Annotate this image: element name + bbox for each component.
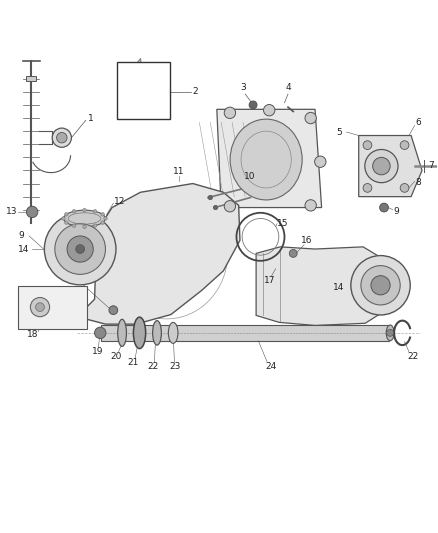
Circle shape (65, 213, 68, 216)
Text: 15: 15 (277, 219, 288, 228)
Circle shape (365, 149, 398, 183)
Text: 18: 18 (27, 330, 39, 338)
Polygon shape (359, 135, 422, 197)
Circle shape (109, 306, 118, 314)
Circle shape (363, 183, 372, 192)
Circle shape (95, 327, 106, 338)
Text: 21: 21 (127, 358, 138, 367)
Ellipse shape (152, 321, 161, 345)
Ellipse shape (386, 325, 394, 341)
Circle shape (361, 265, 400, 305)
Text: 22: 22 (408, 351, 419, 360)
Polygon shape (77, 183, 240, 324)
Text: 5: 5 (336, 127, 342, 136)
Circle shape (57, 133, 67, 143)
Text: 9: 9 (18, 231, 24, 240)
Circle shape (351, 256, 410, 315)
Circle shape (93, 224, 97, 228)
Text: 7: 7 (428, 161, 434, 169)
Text: 11: 11 (173, 167, 184, 176)
Circle shape (26, 206, 38, 217)
Circle shape (224, 200, 236, 212)
Circle shape (72, 209, 76, 213)
Text: 24: 24 (266, 361, 277, 370)
Text: 17: 17 (264, 276, 275, 285)
Circle shape (380, 203, 389, 212)
Text: 20: 20 (111, 351, 122, 360)
Text: 14: 14 (333, 283, 345, 292)
Circle shape (373, 157, 390, 175)
Circle shape (371, 276, 390, 295)
Text: 16: 16 (300, 236, 312, 245)
Circle shape (264, 104, 275, 116)
Circle shape (305, 112, 316, 124)
Circle shape (52, 128, 71, 147)
Text: 22: 22 (147, 362, 158, 372)
Circle shape (400, 183, 409, 192)
Circle shape (213, 205, 218, 210)
Text: 13: 13 (6, 207, 18, 216)
Circle shape (400, 141, 409, 149)
Circle shape (65, 221, 68, 224)
Ellipse shape (64, 210, 105, 227)
Text: 19: 19 (92, 347, 103, 356)
Circle shape (67, 236, 93, 262)
Text: 23: 23 (170, 362, 181, 372)
Circle shape (208, 195, 212, 200)
Circle shape (101, 221, 104, 224)
Ellipse shape (168, 322, 178, 343)
Text: 4: 4 (286, 83, 292, 92)
Circle shape (363, 141, 372, 149)
FancyBboxPatch shape (18, 286, 87, 329)
Circle shape (104, 217, 107, 220)
Circle shape (35, 303, 44, 311)
Circle shape (101, 213, 104, 216)
Circle shape (83, 225, 86, 229)
Ellipse shape (118, 319, 127, 346)
Circle shape (93, 209, 97, 213)
Circle shape (387, 329, 394, 336)
Circle shape (289, 249, 297, 257)
Circle shape (305, 200, 316, 211)
Text: 14: 14 (18, 245, 29, 254)
FancyBboxPatch shape (117, 62, 170, 119)
Text: 3: 3 (240, 83, 246, 92)
Bar (26, 76, 36, 81)
Ellipse shape (134, 317, 146, 349)
Circle shape (30, 297, 49, 317)
Text: 12: 12 (114, 197, 126, 206)
Text: V: V (148, 106, 154, 115)
Bar (101, 325, 389, 341)
Circle shape (55, 224, 106, 274)
Polygon shape (217, 109, 321, 207)
Text: 8: 8 (416, 178, 421, 187)
Circle shape (76, 245, 85, 253)
Text: 1: 1 (88, 115, 94, 124)
Circle shape (314, 156, 326, 167)
Text: T: T (149, 95, 154, 104)
Circle shape (249, 101, 257, 109)
Text: 9: 9 (394, 207, 399, 216)
Circle shape (62, 217, 65, 220)
Polygon shape (256, 247, 386, 326)
Text: 6: 6 (416, 118, 421, 127)
Circle shape (44, 213, 116, 285)
Text: 2: 2 (192, 87, 198, 96)
Text: R: R (148, 83, 154, 92)
Text: 10: 10 (244, 173, 256, 182)
Circle shape (72, 224, 76, 228)
Circle shape (224, 107, 236, 118)
Circle shape (83, 208, 86, 212)
Ellipse shape (230, 119, 302, 200)
